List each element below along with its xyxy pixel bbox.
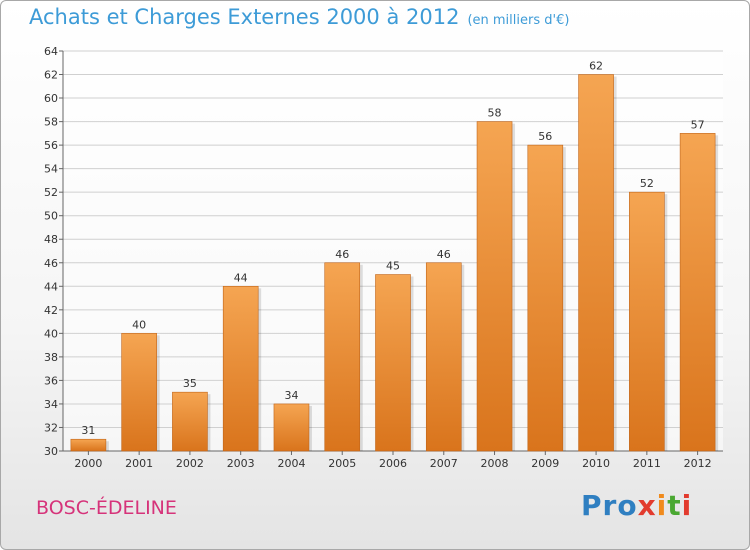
bar-value-label: 44 [234, 271, 248, 284]
y-tick-label: 44 [44, 280, 58, 293]
y-tick-label: 58 [44, 116, 58, 129]
logo-letter: t [667, 489, 682, 522]
bar [121, 333, 157, 452]
x-tick-label: 2012 [684, 457, 712, 470]
logo-letter: x [637, 489, 657, 522]
y-tick-label: 48 [44, 233, 58, 246]
bar-value-label: 45 [386, 260, 400, 273]
x-tick-label: 2011 [633, 457, 661, 470]
y-tick-label: 50 [44, 210, 58, 223]
x-tick-label: 2000 [74, 457, 102, 470]
y-tick-label: 62 [44, 69, 58, 82]
y-tick-label: 38 [44, 351, 58, 364]
bar [70, 438, 107, 452]
chart-subtitle: (en milliers d'€) [467, 13, 570, 28]
x-tick-label: 2001 [125, 457, 153, 470]
y-tick-label: 54 [44, 163, 58, 176]
bar [578, 74, 614, 452]
bar [425, 262, 462, 452]
y-tick-label: 34 [44, 398, 58, 411]
y-tick-label: 36 [44, 374, 58, 387]
y-tick-label: 52 [44, 186, 58, 199]
bar [324, 262, 361, 452]
bar-value-label: 56 [538, 130, 552, 143]
logo-letter: i [681, 489, 693, 522]
x-tick-label: 2007 [430, 457, 458, 470]
bar [172, 391, 208, 452]
bar-value-label: 62 [589, 60, 603, 73]
logo-letter: o [617, 489, 638, 522]
proxiti-logo: Proxiti [581, 489, 692, 522]
y-tick-label: 32 [44, 421, 58, 434]
x-tick-label: 2010 [582, 457, 610, 470]
bar-value-label: 31 [81, 424, 95, 437]
bar [527, 144, 564, 452]
bar-value-label: 34 [284, 389, 298, 402]
y-tick-label: 60 [44, 92, 58, 105]
logo-letter: P [581, 489, 603, 522]
chart-title: Achats et Charges Externes 2000 à 2012 (e… [29, 5, 569, 29]
logo-letter: r [602, 489, 618, 522]
y-tick-label: 64 [44, 45, 58, 58]
commune-name: BOSC-ÉDELINE [36, 497, 177, 519]
bar [222, 285, 259, 452]
bar [273, 403, 310, 452]
y-tick-label: 46 [44, 257, 58, 270]
bar [375, 274, 411, 452]
bar-value-label: 46 [437, 248, 451, 261]
bar-value-label: 57 [691, 118, 705, 131]
chart-title-text: Achats et Charges Externes 2000 à 2012 [29, 5, 460, 29]
x-tick-label: 2006 [379, 457, 407, 470]
x-tick-label: 2004 [277, 457, 305, 470]
x-tick-label: 2008 [481, 457, 509, 470]
x-tick-label: 2003 [227, 457, 255, 470]
y-tick-label: 30 [44, 445, 58, 458]
bar-value-label: 35 [183, 377, 197, 390]
y-tick-label: 42 [44, 304, 58, 317]
bar [679, 133, 716, 452]
y-tick-label: 40 [44, 327, 58, 340]
bar-value-label: 52 [640, 177, 654, 190]
x-tick-label: 2002 [176, 457, 204, 470]
logo-letter: i [656, 489, 668, 522]
bar [629, 191, 665, 452]
y-tick-label: 56 [44, 139, 58, 152]
bar-value-label: 58 [488, 107, 502, 120]
x-tick-label: 2005 [328, 457, 356, 470]
bar-value-label: 40 [132, 318, 146, 331]
bar [476, 121, 513, 452]
x-tick-label: 2009 [531, 457, 559, 470]
bar-value-label: 46 [335, 248, 349, 261]
